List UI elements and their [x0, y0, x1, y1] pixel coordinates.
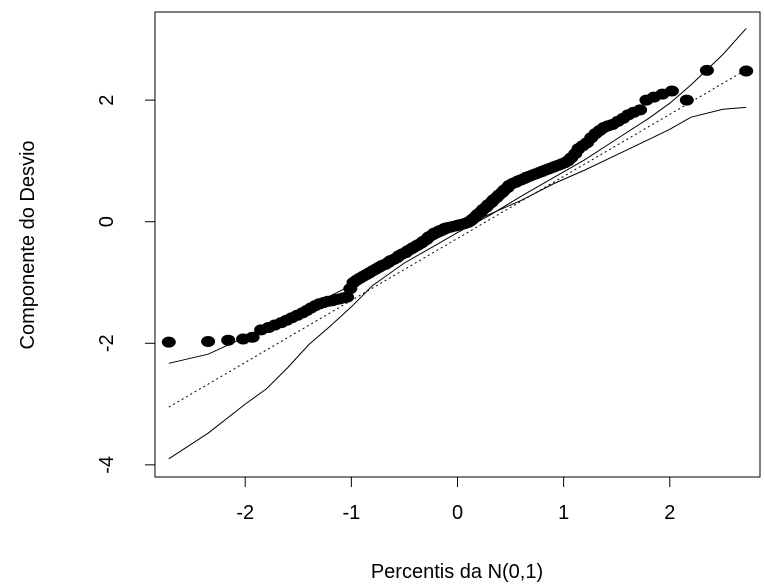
y-tick-label: -4 — [96, 456, 118, 474]
x-tick-label: -1 — [342, 502, 360, 524]
data-point — [201, 336, 216, 347]
y-tick-label: -2 — [96, 334, 118, 352]
envelope-line-path — [168, 28, 747, 460]
x-tick-label: 0 — [452, 502, 463, 524]
data-point — [739, 65, 754, 77]
y-axis: -4 -2 0 2 — [96, 95, 155, 474]
x-axis-title: Percentis da N(0,1) — [371, 561, 543, 583]
data-point — [221, 334, 236, 346]
data-points — [161, 64, 754, 348]
envelope-line-path — [168, 106, 747, 364]
y-tick-label: 2 — [96, 95, 118, 106]
data-point — [633, 104, 648, 116]
x-axis: -2 -1 0 1 2 — [236, 477, 675, 524]
data-point — [340, 291, 355, 303]
reference-line-path — [168, 69, 747, 408]
y-axis-title: Componente do Desvio — [17, 140, 39, 349]
reference-line — [168, 69, 747, 408]
x-tick-label: -2 — [236, 502, 254, 524]
y-tick-label: 0 — [96, 216, 118, 227]
data-point — [699, 64, 714, 76]
data-point — [664, 85, 679, 97]
x-tick-label: 1 — [558, 502, 569, 524]
data-point — [161, 336, 176, 348]
data-point — [679, 94, 694, 106]
x-tick-label: 2 — [664, 502, 675, 524]
plot-frame — [154, 11, 761, 478]
data-point — [245, 331, 260, 343]
